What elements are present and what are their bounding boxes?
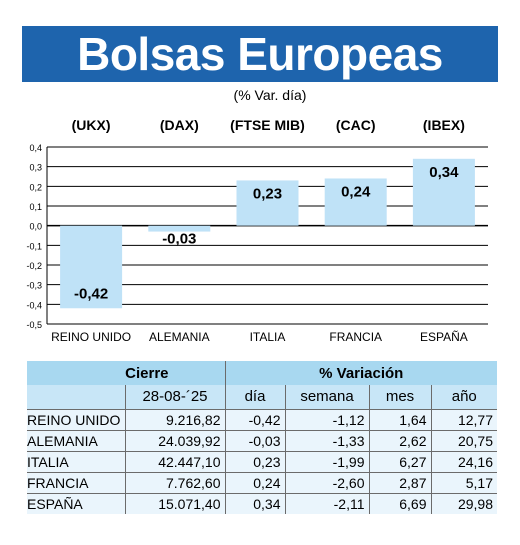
row-dia: -0,03 [224, 429, 285, 451]
category-label: ITALIA [250, 330, 286, 344]
header-cierre: Cierre [27, 361, 225, 385]
row-dia: 0,34 [224, 492, 285, 514]
table-header-row-1: Cierre % Variación [27, 361, 497, 385]
data-table-wrap: Cierre % Variación 28-08-´25 día semana … [27, 361, 497, 514]
bar [324, 178, 387, 226]
header-semana: semana [284, 385, 369, 409]
index-label: (DAX) [160, 117, 199, 133]
bar-value-label: 0,34 [429, 164, 459, 181]
row-country: ESPAÑA [27, 492, 125, 514]
y-tick-label: 0,4 [29, 143, 42, 153]
index-label: (CAC) [336, 117, 376, 133]
bar-value-label: -0,03 [162, 231, 196, 248]
row-semana: -2,11 [284, 492, 369, 514]
row-ano: 20,75 [430, 429, 497, 451]
page-title: Bolsas Europeas [77, 28, 443, 80]
header-date: 28-08-´25 [124, 385, 225, 409]
bar [60, 225, 123, 309]
title-banner: Bolsas Europeas [22, 26, 498, 82]
table-row: FRANCIA 7.762,60 0,24 -2,60 2,87 5,17 [27, 471, 497, 493]
category-label: REINO UNIDO [51, 330, 131, 344]
bar-value-label: 0,23 [253, 185, 282, 202]
row-close: 42.447,10 [124, 450, 225, 472]
row-country: REINO UNIDO [27, 408, 125, 430]
category-label: ESPAÑA [420, 330, 468, 344]
row-ano: 24,16 [430, 450, 497, 472]
row-dia: 0,24 [224, 471, 285, 493]
row-ano: 29,98 [430, 492, 497, 514]
y-tick-label: -0,2 [26, 261, 42, 271]
index-label: (FTSE MIB) [230, 117, 305, 133]
y-tick-label: 0,0 [29, 222, 42, 232]
y-tick-label: 0,3 [29, 163, 42, 173]
row-semana: -1,99 [284, 450, 369, 472]
header-variacion: % Variación [224, 361, 497, 385]
index-label: (IBEX) [423, 117, 465, 133]
bar-value-label: 0,24 [341, 183, 371, 200]
table-row: ITALIA 42.447,10 0,23 -1,99 6,27 24,16 [27, 450, 497, 472]
table-row: REINO UNIDO 9.216,82 -0,42 -1,12 1,64 12… [27, 408, 497, 430]
row-ano: 12,77 [430, 408, 497, 430]
row-dia: -0,42 [224, 408, 285, 430]
bar [236, 180, 299, 226]
chart-subtitle: (% Var. día) [233, 87, 307, 103]
header-mes: mes [368, 385, 431, 409]
row-country: FRANCIA [27, 471, 125, 493]
category-label: ALEMANIA [149, 330, 210, 344]
row-mes: 2,87 [368, 471, 431, 493]
row-country: ALEMANIA [27, 429, 125, 451]
y-tick-label: -0,3 [26, 281, 42, 291]
table-header-row-2: 28-08-´25 día semana mes año [27, 385, 497, 409]
row-ano: 5,17 [430, 471, 497, 493]
bar-chart: 0,4 0,3 0,2 0,1 0,0 -0,1 -0,2 -0,3 -0,4 -0,5 -0,42… [26, 117, 488, 344]
bar [148, 225, 211, 232]
row-mes: 1,64 [368, 408, 431, 430]
header-ano: año [430, 385, 497, 409]
row-country: ITALIA [27, 450, 125, 472]
y-tick-label: 0,1 [29, 202, 42, 212]
row-mes: 6,69 [368, 492, 431, 514]
row-dia: 0,23 [224, 450, 285, 472]
header-empty [27, 385, 125, 409]
row-semana: -1,12 [284, 408, 369, 430]
row-close: 9.216,82 [124, 408, 225, 430]
y-tick-label: -0,5 [26, 320, 42, 330]
table-row: ALEMANIA 24.039,92 -0,03 -1,33 2,62 20,7… [27, 429, 497, 451]
row-mes: 2,62 [368, 429, 431, 451]
row-close: 15.071,40 [124, 492, 225, 514]
category-label: FRANCIA [329, 330, 382, 344]
table-row: ESPAÑA 15.071,40 0,34 -2,11 6,69 29,98 [27, 492, 497, 514]
row-semana: -2,60 [284, 471, 369, 493]
bar [412, 158, 475, 226]
row-close: 7.762,60 [124, 471, 225, 493]
y-tick-label: -0,1 [26, 241, 42, 251]
market-table: Cierre % Variación 28-08-´25 día semana … [27, 361, 497, 514]
row-semana: -1,33 [284, 429, 369, 451]
y-tick-label: -0,4 [26, 300, 42, 310]
row-close: 24.039,92 [124, 429, 225, 451]
header-dia: día [224, 385, 285, 409]
y-tick-label: 0,2 [29, 182, 42, 192]
index-label: (UKX) [72, 117, 111, 133]
bar-value-label: -0,42 [74, 285, 108, 302]
row-mes: 6,27 [368, 450, 431, 472]
